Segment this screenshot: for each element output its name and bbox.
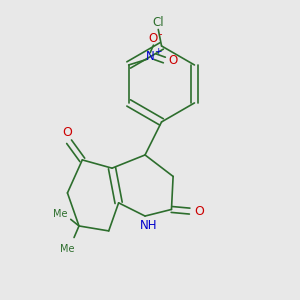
Text: Me: Me: [59, 244, 74, 254]
Text: O: O: [169, 53, 178, 67]
Text: N: N: [146, 50, 154, 63]
Text: O: O: [149, 32, 158, 45]
Text: O: O: [62, 126, 72, 139]
Text: +: +: [154, 47, 161, 56]
Text: Me: Me: [53, 209, 68, 219]
Text: O: O: [194, 205, 204, 218]
Text: NH: NH: [140, 220, 157, 232]
Text: Cl: Cl: [152, 16, 164, 29]
Text: -: -: [159, 30, 163, 40]
